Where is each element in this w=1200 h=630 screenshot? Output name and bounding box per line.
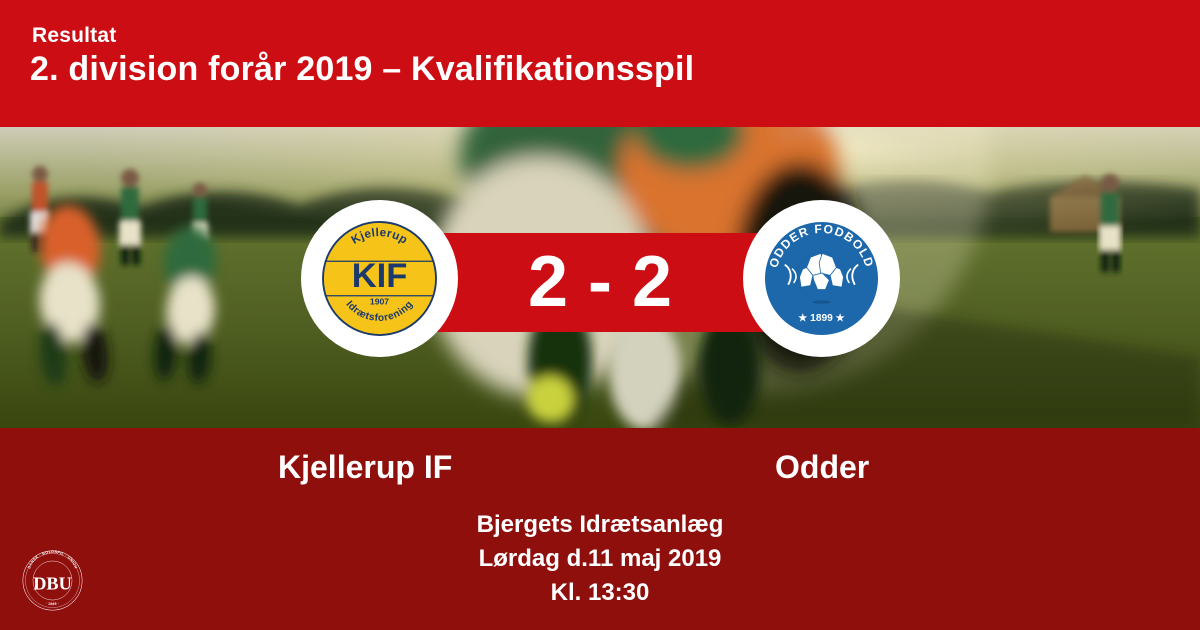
svg-text:DBU: DBU	[33, 573, 72, 593]
svg-text:· 1889 ·: · 1889 ·	[45, 601, 60, 606]
svg-text:DANSK · BOLDSPIL · UNION: DANSK · BOLDSPIL · UNION	[27, 550, 78, 569]
